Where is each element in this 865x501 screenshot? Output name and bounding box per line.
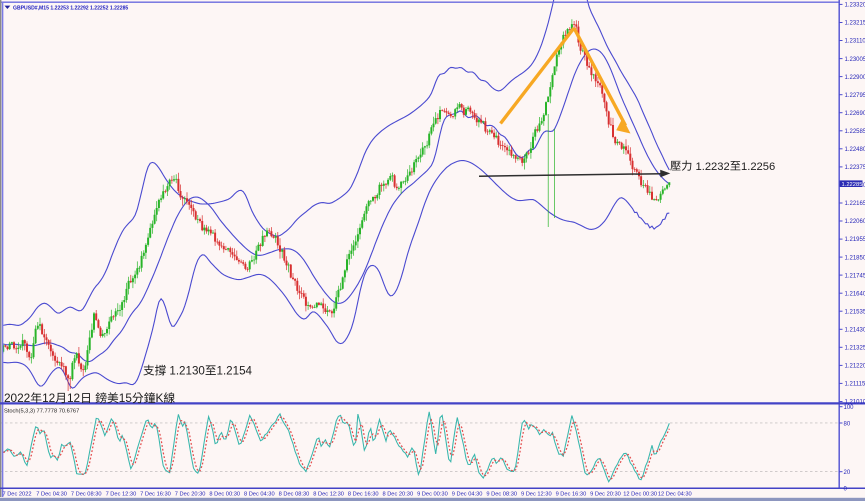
svg-text:12: 12	[67, 391, 80, 405]
svg-text:1.23320: 1.23320	[845, 3, 865, 9]
svg-text:100: 100	[844, 405, 855, 411]
svg-text:1.23215: 1.23215	[845, 21, 865, 27]
svg-text:1.21325: 1.21325	[845, 346, 865, 352]
svg-text:1.21010: 1.21010	[845, 400, 865, 406]
svg-text:1.22900: 1.22900	[845, 75, 865, 81]
svg-text:9 Dec 08:30: 9 Dec 08:30	[486, 492, 517, 498]
svg-text:Stoch(5,3,3) 77.7778 70.6767: Stoch(5,3,3) 77.7778 70.6767	[4, 409, 79, 415]
svg-text:9 Dec 12:30: 9 Dec 12:30	[521, 492, 552, 498]
svg-text:1.22375: 1.22375	[845, 165, 865, 171]
svg-text:1.22060: 1.22060	[845, 219, 865, 225]
svg-text:7 Dec 2022: 7 Dec 2022	[2, 492, 31, 498]
svg-text:7 Dec 16:30: 7 Dec 16:30	[140, 492, 171, 498]
svg-text:7 Dec 08:30: 7 Dec 08:30	[71, 492, 102, 498]
svg-text:1.22285: 1.22285	[842, 182, 863, 188]
svg-text:1.22480: 1.22480	[845, 147, 865, 153]
svg-text:8 Dec 00:30: 8 Dec 00:30	[209, 492, 240, 498]
svg-text:12: 12	[42, 391, 55, 405]
svg-text:K: K	[156, 391, 164, 405]
svg-text:1.2256: 1.2256	[741, 161, 775, 173]
svg-text:8 Dec 08:30: 8 Dec 08:30	[279, 492, 310, 498]
svg-text:GBPUSD#,M15 1.22253 1.22292 1: GBPUSD#,M15 1.22253 1.22292 1.22252 1.22…	[13, 6, 128, 12]
svg-text:1.22795: 1.22795	[845, 93, 865, 99]
svg-text:1.2130: 1.2130	[169, 365, 204, 378]
svg-text:0: 0	[844, 486, 848, 492]
svg-text:8 Dec 16:30: 8 Dec 16:30	[348, 492, 379, 498]
svg-text:9 Dec 20:30: 9 Dec 20:30	[590, 492, 621, 498]
svg-text:20: 20	[844, 470, 851, 476]
svg-text:1.22585: 1.22585	[845, 129, 865, 135]
svg-text:1.2232: 1.2232	[696, 161, 730, 173]
svg-text:1.21220: 1.21220	[845, 364, 865, 370]
svg-text:7 Dec 12:30: 7 Dec 12:30	[106, 492, 137, 498]
svg-text:1.21850: 1.21850	[845, 255, 865, 261]
svg-text:7 Dec 20:30: 7 Dec 20:30	[175, 492, 206, 498]
svg-text:1.2154: 1.2154	[217, 365, 253, 378]
svg-text:9 Dec 04:30: 9 Dec 04:30	[452, 492, 483, 498]
svg-text:9 Dec 00:30: 9 Dec 00:30	[417, 492, 448, 498]
svg-text:1.21745: 1.21745	[845, 273, 865, 279]
svg-text:1.23005: 1.23005	[845, 57, 865, 63]
svg-text:1.21535: 1.21535	[845, 309, 865, 315]
svg-text:1.21640: 1.21640	[845, 291, 865, 297]
svg-text:15: 15	[119, 391, 133, 405]
svg-text:8 Dec 12:30: 8 Dec 12:30	[313, 492, 344, 498]
svg-text:1.22690: 1.22690	[845, 111, 865, 117]
svg-text:1.21955: 1.21955	[845, 237, 865, 243]
svg-text:1.21115: 1.21115	[845, 382, 865, 388]
svg-text:12 Dec 00:30: 12 Dec 00:30	[623, 492, 657, 498]
svg-text:1.22165: 1.22165	[845, 201, 865, 207]
svg-text:7 Dec 04:30: 7 Dec 04:30	[36, 492, 67, 498]
svg-text:2022: 2022	[4, 391, 30, 405]
svg-text:9 Dec 16:30: 9 Dec 16:30	[556, 492, 587, 498]
svg-text:8 Dec 04:30: 8 Dec 04:30	[244, 492, 275, 498]
svg-text:1.21430: 1.21430	[845, 328, 865, 334]
svg-text:1.23110: 1.23110	[845, 39, 865, 45]
svg-text:80: 80	[844, 421, 851, 427]
svg-text:8 Dec 20:30: 8 Dec 20:30	[382, 492, 413, 498]
svg-text:12 Dec 04:30: 12 Dec 04:30	[658, 492, 692, 498]
